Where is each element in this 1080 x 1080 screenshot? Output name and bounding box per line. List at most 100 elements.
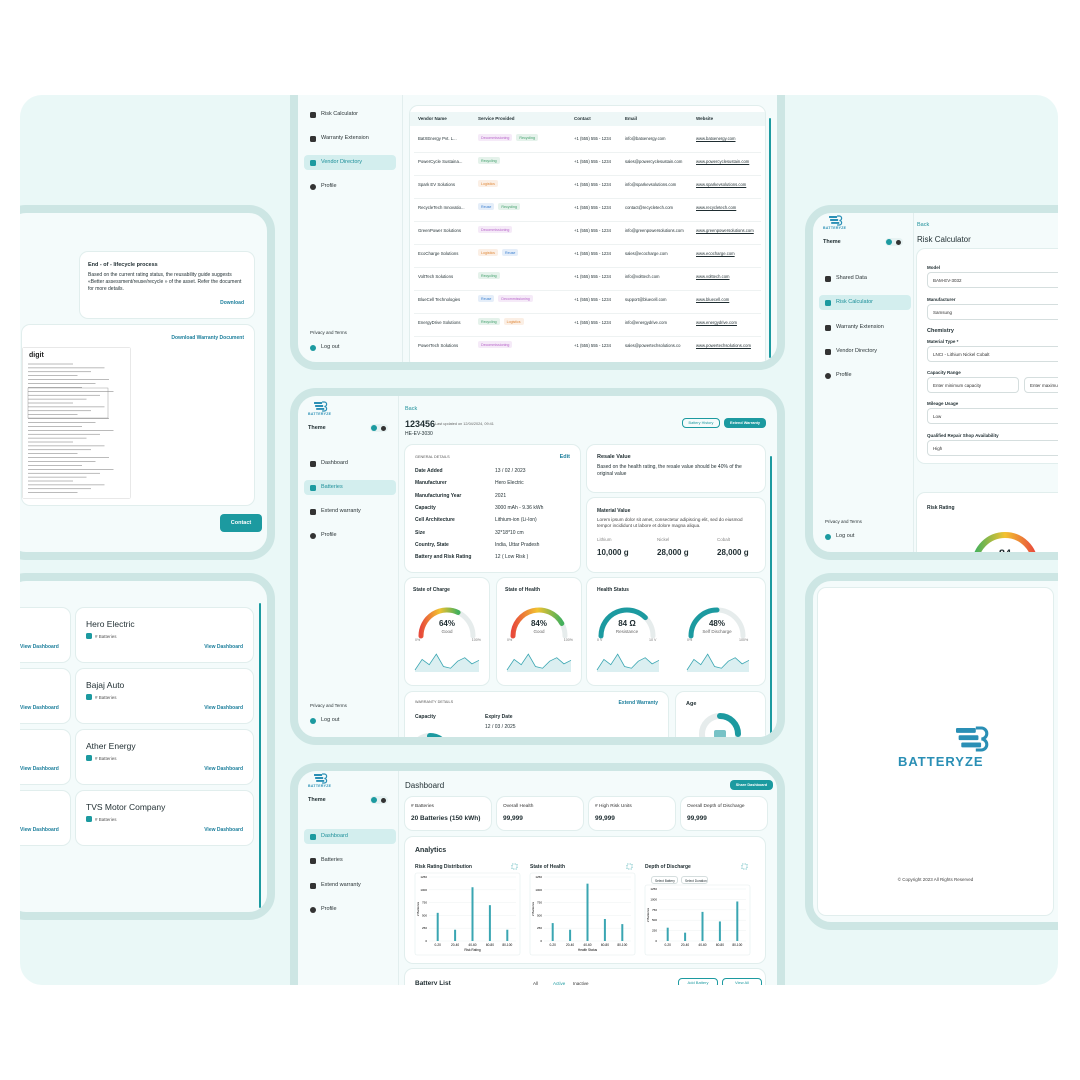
view-dashboard-link[interactable]: View Dashboard [20, 705, 59, 711]
menu-item[interactable]: Dashboard [304, 829, 396, 844]
menu-item[interactable]: Extend warranty [304, 504, 396, 519]
battery-id: 123456 [405, 419, 436, 429]
menu-item[interactable]: Risk Calculator [304, 107, 396, 122]
history-button[interactable]: Battery History [682, 418, 720, 428]
menu-item[interactable]: Risk Calculator [819, 295, 911, 310]
menu-item[interactable]: Profile [304, 902, 396, 917]
input-field[interactable]: BAM-EV-3032 [927, 272, 1058, 288]
input-field[interactable]: LNCI - Lithium Nickel Cobalt [927, 346, 1058, 362]
menu-item[interactable]: Warranty Extension [819, 320, 911, 335]
list-action[interactable]: View All [722, 978, 762, 985]
x-tick-label: 60-80 [716, 943, 724, 947]
extend-button[interactable]: Extend Warranty [724, 418, 766, 428]
website[interactable]: www.powertechsolutions.com [696, 343, 751, 348]
website[interactable]: www.sparkevsolutions.com [696, 182, 747, 187]
download-link[interactable]: Download [220, 300, 244, 306]
menu-item[interactable]: Profile [304, 528, 396, 543]
menu-item[interactable]: Extend warranty [304, 878, 396, 893]
icon [825, 372, 831, 379]
row-divider [414, 175, 761, 176]
view-dashboard-link[interactable]: View Dashboard [204, 705, 243, 711]
moon-icon [381, 425, 386, 431]
menu-item[interactable]: Profile [819, 368, 911, 383]
menu-item[interactable]: Batteries [304, 853, 396, 868]
menu-item[interactable]: Shared Data [819, 271, 911, 286]
website[interactable]: www.powercyclesustain.com [696, 159, 750, 164]
row-divider [414, 198, 761, 199]
website[interactable]: www.volttech.com [696, 274, 730, 279]
menu-label: Shared Data [836, 275, 867, 281]
theme-toggle[interactable] [885, 238, 903, 246]
website[interactable]: www.energydrive.com [696, 320, 737, 325]
y-tick-label: 750 [537, 901, 542, 905]
icon [310, 906, 316, 913]
contact-button[interactable]: Contact [220, 514, 262, 532]
x-tick-label: 40-60 [698, 943, 706, 947]
back-link[interactable]: Back [917, 222, 930, 228]
health-title: Health Status [597, 587, 629, 593]
website[interactable]: www.bluecell.com [696, 297, 730, 302]
list-tab[interactable]: All [533, 981, 539, 985]
view-dashboard-link[interactable]: View Dashboard [204, 766, 243, 772]
menu-item[interactable]: Profile [304, 179, 396, 194]
menu-item[interactable]: Vendor Directory [819, 344, 911, 359]
service-tag: Recycling [516, 134, 538, 141]
edit-link[interactable]: Edit [559, 454, 570, 460]
stat-card: Overall Health 99,999 [497, 797, 583, 830]
row-divider [414, 244, 761, 245]
y-tick-label: 1250 [535, 875, 542, 879]
website[interactable]: www.greenpowersolutions.com [696, 228, 754, 233]
input-field[interactable]: High [927, 440, 1058, 456]
input-field[interactable]: Low [927, 408, 1058, 424]
bar [603, 918, 606, 941]
contact: +1 (555) 555 - 1234 [574, 182, 611, 187]
logout-link[interactable]: Log out [321, 344, 340, 350]
menu-item[interactable]: Warranty Extension [304, 131, 396, 146]
menu-item[interactable]: Batteries [304, 480, 396, 495]
website[interactable]: www.ecocharge.com [696, 251, 735, 256]
theme-toggle[interactable] [370, 796, 388, 804]
input-field[interactable]: Samsung [927, 304, 1058, 320]
privacy-link[interactable]: Privacy and Terms [310, 703, 347, 708]
select-dropdown[interactable]: Select Duration [681, 876, 708, 884]
bar [718, 921, 721, 941]
share-button[interactable]: Share Dashboard [730, 780, 773, 790]
menu-item[interactable]: Dashboard [304, 456, 396, 471]
privacy-link[interactable]: Privacy and Terms [825, 519, 862, 524]
icon [86, 694, 92, 700]
list-tab[interactable]: Active [553, 981, 566, 985]
privacy-link[interactable]: Privacy and Terms [310, 330, 347, 335]
vendors-screen: View Dashboard View Dashboard View Dashboa… [20, 573, 275, 920]
health-status-card: Health Status 84 Ω Resistance 0 V 10 V 48% Sel… [587, 578, 765, 685]
list-action[interactable]: Add Battery [678, 978, 718, 985]
material-text: Lorem ipsum dolor sit amet, consectetur … [597, 517, 743, 529]
warranty-doc-card: Download Warranty Document digit [22, 325, 254, 505]
menu-item[interactable]: Vendor Directory [304, 155, 396, 170]
logo-text: BATTERYZE [308, 784, 332, 788]
warranty-doc-link[interactable]: Download Warranty Document [171, 335, 244, 341]
website[interactable]: www.batxenergy.com [696, 136, 736, 141]
menu-label: Risk Calculator [321, 111, 358, 117]
email: sales@powertechsolutions.co [625, 343, 681, 348]
website[interactable]: www.recycletech.com [696, 205, 737, 210]
warranty-extend-link[interactable]: Extend Warranty [618, 700, 658, 706]
list-tab[interactable]: Inactive [573, 981, 589, 985]
back-link[interactable]: Back [405, 406, 418, 412]
x-axis-label: Health Status [578, 948, 598, 952]
view-dashboard-link[interactable]: View Dashboard [204, 644, 243, 650]
view-dashboard-link[interactable]: View Dashboard [20, 644, 59, 650]
theme-toggle[interactable] [370, 424, 388, 432]
logout-link[interactable]: Log out [836, 533, 855, 539]
icon [825, 534, 831, 540]
battery-count: # Batteries [95, 694, 117, 700]
view-dashboard-link[interactable]: View Dashboard [20, 766, 59, 772]
input-field[interactable]: Enter maximum capacity [1024, 377, 1058, 393]
input-field[interactable]: Enter minimum capacity [927, 377, 1019, 393]
select-dropdown[interactable]: Select Battery [651, 876, 678, 884]
y-tick-label: 1000 [535, 888, 542, 892]
view-dashboard-link[interactable]: View Dashboard [20, 827, 59, 833]
x-tick-label: 80-100 [617, 943, 627, 947]
sparkline-area [507, 654, 571, 672]
logout-link[interactable]: Log out [321, 717, 340, 723]
view-dashboard-link[interactable]: View Dashboard [204, 827, 243, 833]
